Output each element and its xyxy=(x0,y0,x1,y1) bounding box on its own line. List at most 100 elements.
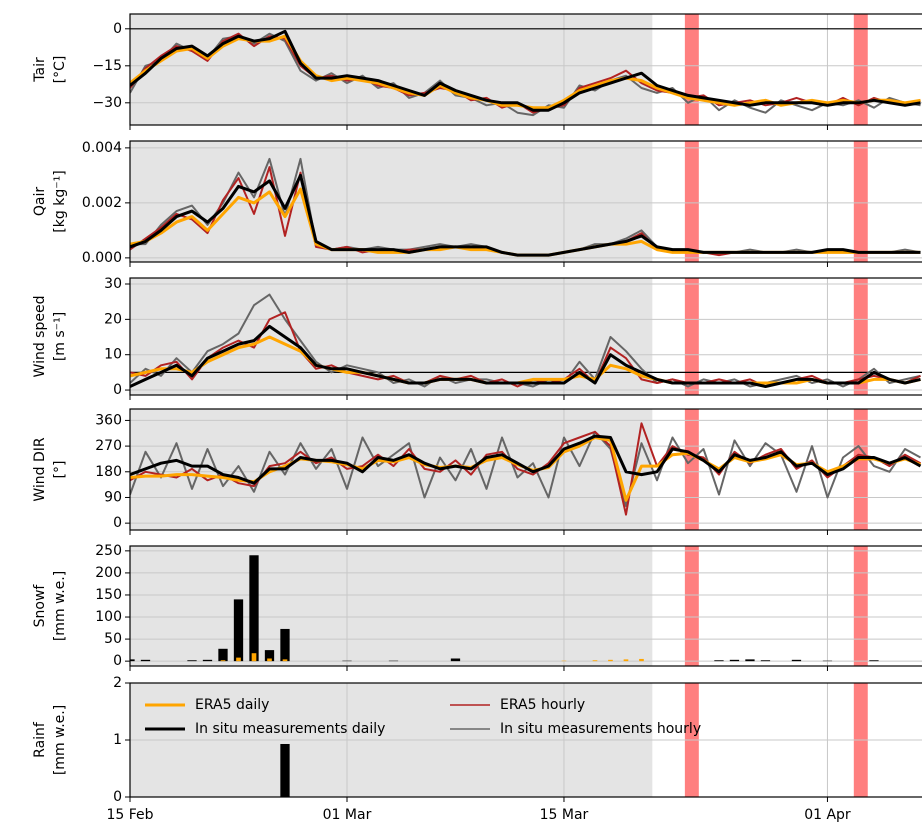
plot-area xyxy=(130,278,922,395)
highlight-span xyxy=(684,141,699,262)
axes-frame xyxy=(129,13,922,126)
axes-frame xyxy=(129,140,922,263)
y-axis-label: Qair xyxy=(32,187,48,216)
y-tick-label: 150 xyxy=(95,587,122,603)
highlight-span xyxy=(684,278,699,395)
bar xyxy=(280,743,290,797)
y-tick-label: 1 xyxy=(113,732,122,748)
y-tick-label: 10 xyxy=(104,347,122,363)
series-line xyxy=(130,430,921,507)
y-tick-label: 0 xyxy=(113,21,122,37)
y-tick-label: 0 xyxy=(113,515,122,531)
highlight-span xyxy=(853,409,868,530)
y-axis-label: [mm w.e.] xyxy=(52,571,68,641)
series-line xyxy=(130,335,921,385)
y-axis-label: Wind DIR xyxy=(32,437,48,502)
bar xyxy=(251,653,257,662)
series-line xyxy=(130,293,921,388)
bar xyxy=(130,659,135,662)
y-tick-label: 250 xyxy=(95,543,122,559)
plot-area xyxy=(130,683,922,797)
bar xyxy=(140,659,151,662)
plot-area xyxy=(130,546,922,666)
y-tick-label: 200 xyxy=(95,565,122,581)
bar xyxy=(639,658,644,662)
series-line xyxy=(130,173,921,257)
bar xyxy=(608,659,613,662)
legend-label: In situ measurements hourly xyxy=(500,721,701,737)
highlight-span xyxy=(853,141,868,262)
panel: 0 90 180 270 360 Wind DIR [°] xyxy=(32,408,922,535)
panel: 0.000 0.002 0.004 Qair [kg kg⁻¹] xyxy=(32,140,922,267)
bar xyxy=(267,658,272,662)
background-span xyxy=(130,14,653,125)
bar xyxy=(233,599,244,662)
panel: 0 50 100 150 200 250 Snowf [mm w.e.] xyxy=(32,543,922,671)
bar xyxy=(714,660,724,662)
series-line xyxy=(130,29,921,112)
highlight-span xyxy=(853,14,868,125)
x-tick-label: 01 Apr xyxy=(804,807,851,823)
bar xyxy=(249,555,259,662)
series-line xyxy=(130,324,921,388)
bar xyxy=(623,659,629,662)
y-tick-label: 2 xyxy=(113,675,122,691)
panel: 0 1 2 15 Feb 01 Mar 15 Mar 01 Apr Rainf [mm w.e.… xyxy=(32,675,922,823)
plot-area xyxy=(130,14,922,125)
y-axis-label: [kg kg⁻¹] xyxy=(52,170,68,232)
x-tick-label: 01 Mar xyxy=(323,807,372,823)
plot-area xyxy=(130,141,922,262)
axes-frame xyxy=(129,408,922,531)
y-axis-label: [mm w.e.] xyxy=(52,705,68,775)
y-tick-label: −30 xyxy=(92,95,122,111)
bar xyxy=(450,658,461,662)
axes-frame xyxy=(129,545,922,667)
bar xyxy=(729,659,740,662)
highlight-span xyxy=(853,278,868,395)
y-tick-label: 0 xyxy=(113,789,122,805)
bar xyxy=(220,660,226,662)
background-span xyxy=(130,546,653,666)
y-tick-label: 180 xyxy=(95,464,122,480)
y-tick-label: 100 xyxy=(95,609,122,625)
y-axis-label: Wind speed xyxy=(32,296,48,378)
y-axis-label: Tair xyxy=(32,57,48,83)
panel: 0 10 20 30 Wind speed [m s⁻¹] xyxy=(32,276,922,400)
y-tick-label: 0.002 xyxy=(82,195,122,211)
bar xyxy=(760,660,771,662)
background-span xyxy=(130,141,653,262)
bar xyxy=(745,659,755,662)
bar xyxy=(282,659,288,662)
y-tick-label: 270 xyxy=(95,438,122,454)
highlight-span xyxy=(684,14,699,125)
y-axis-label: [°C] xyxy=(52,56,68,84)
bar xyxy=(592,660,598,662)
y-tick-label: 20 xyxy=(104,311,122,327)
y-tick-label: 0.004 xyxy=(82,140,122,156)
y-tick-label: 360 xyxy=(95,412,122,428)
highlight-span xyxy=(853,546,868,666)
y-tick-label: 90 xyxy=(104,489,122,505)
bar xyxy=(236,657,241,662)
bar xyxy=(202,659,213,662)
plot-area xyxy=(130,409,922,530)
bar xyxy=(791,659,802,662)
y-tick-label: 0 xyxy=(113,382,122,398)
axes-frame xyxy=(129,277,922,396)
y-axis-label: [m s⁻¹] xyxy=(52,312,68,361)
x-tick-label: 15 Mar xyxy=(540,807,589,823)
bar xyxy=(280,628,290,662)
y-axis-label: Snowf xyxy=(32,584,48,628)
y-tick-label: 50 xyxy=(104,631,122,647)
y-tick-label: −15 xyxy=(92,58,122,74)
legend-label: ERA5 daily xyxy=(195,697,269,713)
highlight-span xyxy=(684,546,699,666)
y-axis-label: Rainf xyxy=(32,721,48,758)
y-tick-label: 0 xyxy=(113,653,122,669)
y-tick-label: 30 xyxy=(104,276,122,292)
legend-label: ERA5 hourly xyxy=(500,697,585,713)
x-tick-label: 15 Feb xyxy=(106,807,153,823)
bar xyxy=(218,648,228,662)
y-tick-label: 0.000 xyxy=(82,250,122,266)
